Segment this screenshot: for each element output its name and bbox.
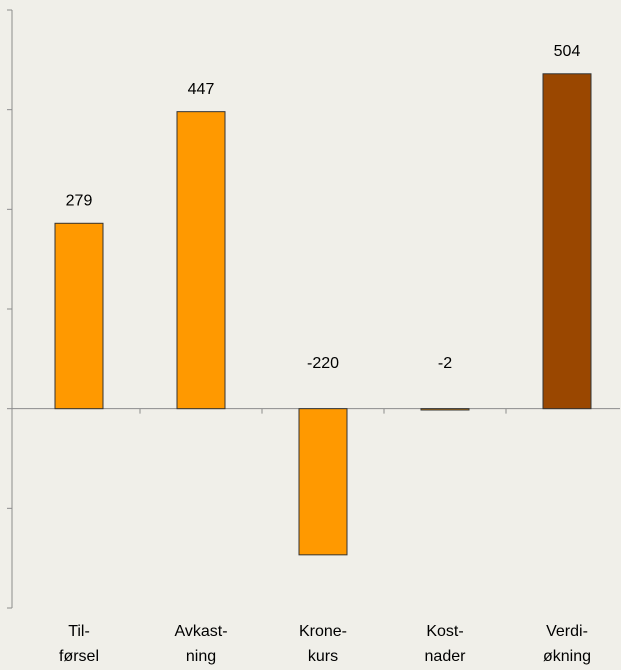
x-tick-label: Verdi-økning xyxy=(543,623,591,665)
x-tick-label-line: Verdi- xyxy=(546,623,588,640)
value-label: 447 xyxy=(188,81,215,98)
bar xyxy=(420,408,470,411)
x-tick-label-line: kurs xyxy=(308,648,338,665)
bar xyxy=(542,73,592,410)
value-label: 279 xyxy=(66,193,93,210)
x-tick-label-line: Krone- xyxy=(299,623,347,640)
x-tick-label-line: Kost- xyxy=(426,623,463,640)
bar xyxy=(176,111,226,410)
value-label: -2 xyxy=(438,355,452,372)
x-tick-label: Avkast-ning xyxy=(174,623,227,665)
x-tick-label: Til-førsel xyxy=(59,623,99,665)
x-tick-label-line: Til- xyxy=(68,623,90,640)
x-tick-label-line: økning xyxy=(543,648,591,665)
x-tick-label-line: førsel xyxy=(59,648,99,665)
bar xyxy=(298,408,348,556)
x-tick-label: Kost-nader xyxy=(425,623,467,665)
x-tick-label: Krone-kurs xyxy=(299,623,347,665)
x-tick-label-line: Avkast- xyxy=(174,623,227,640)
x-tick-label-line: nader xyxy=(425,648,467,665)
x-tick-label-line: ning xyxy=(186,648,216,665)
bar xyxy=(54,222,104,410)
value-label: 504 xyxy=(554,43,581,60)
value-label: -220 xyxy=(307,355,339,372)
